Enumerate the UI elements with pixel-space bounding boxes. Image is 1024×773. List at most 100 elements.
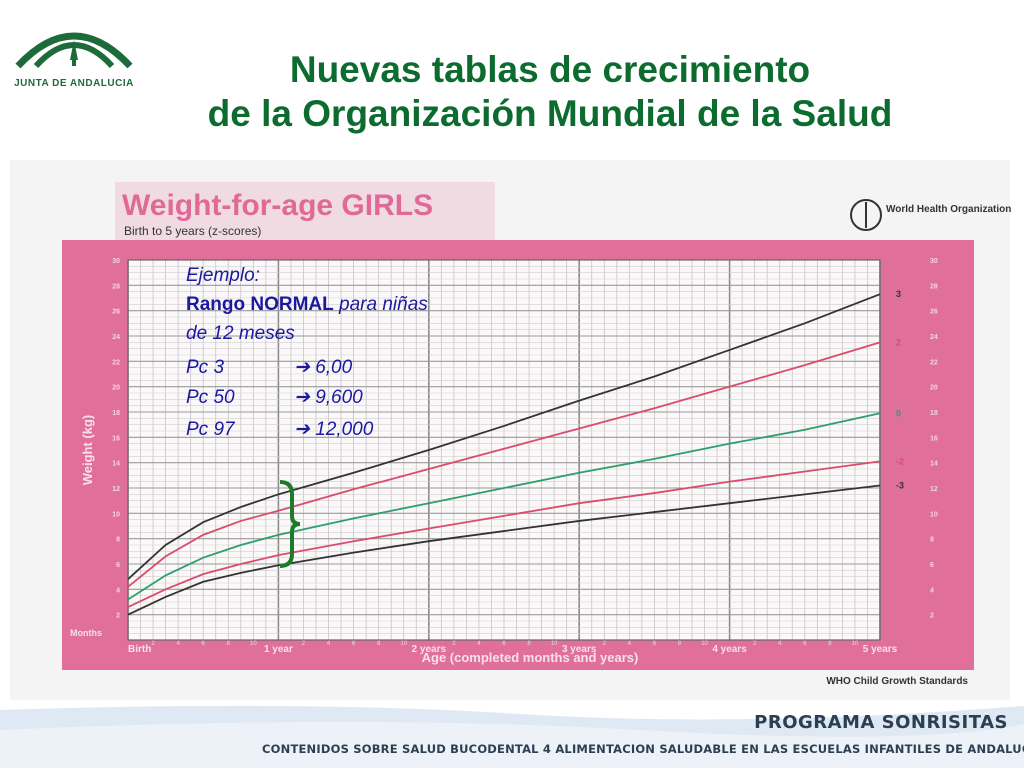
percentile-label: Pc 97 <box>186 419 235 440</box>
y-tick-label-right: 16 <box>930 435 938 442</box>
percentile-value: ➔ 9,600 <box>294 386 363 410</box>
chart-title: Weight-for-age GIRLS <box>122 189 433 222</box>
y-tick-label-right: 30 <box>930 258 938 265</box>
y-tick-label: 4 <box>116 587 120 594</box>
z-score-line-0 <box>127 412 881 601</box>
chart-source: WHO Child Growth Standards <box>826 676 968 687</box>
junta-logo: JUNTA DE ANDALUCIA <box>8 14 140 104</box>
x-minor-tick-label: 10 <box>701 641 708 647</box>
z-score-label: -3 <box>896 480 904 490</box>
x-major-tick-label: Birth <box>128 644 151 655</box>
x-major-tick-label: 3 years <box>562 644 597 655</box>
x-major-tick-label: 2 years <box>412 644 447 655</box>
title-line-2: de la Organización Mundial de la Salud <box>207 93 893 134</box>
z-score-line-3 <box>127 293 881 580</box>
y-tick-label-right: 28 <box>930 283 938 290</box>
z-score-label: 0 <box>896 408 901 418</box>
percentile-label: Pc 50 <box>186 387 235 408</box>
y-tick-label-right: 24 <box>930 334 938 341</box>
normal-range-label: Rango NORMAL <box>186 294 334 315</box>
z-score-lines <box>127 293 881 616</box>
y-tick-label-right: 26 <box>930 309 938 316</box>
footer-subtitle: CONTENIDOS SOBRE SALUD BUCODENTAL 4 ALIM… <box>262 742 1024 756</box>
x-minor-tick-label: 4 <box>327 641 331 647</box>
footer-wave <box>0 705 1024 768</box>
y-tick-label-right: 8 <box>930 537 934 544</box>
x-minor-tick-label: 4 <box>477 641 481 647</box>
percentile-number: 9,600 <box>315 387 363 408</box>
percentile-row-pc50: Pc 50 ➔ 9,600 <box>186 386 406 410</box>
z-score-line-2 <box>127 341 881 588</box>
x-minor-tick-label: 6 <box>653 641 657 647</box>
x-minor-tick-label: 8 <box>828 641 832 647</box>
x-minor-tick-label: 4 <box>628 641 632 647</box>
x-minor-tick-label: 2 <box>151 641 155 647</box>
percentile-number: 12,000 <box>315 419 374 440</box>
plot-border <box>127 259 881 641</box>
arrow-right-icon: ➔ <box>294 387 310 408</box>
who-name: World Health Organization <box>886 204 1011 215</box>
percentile-row-pc3: Pc 3 ➔ 6,00 <box>186 356 406 380</box>
x-minor-tick-label: 4 <box>778 641 782 647</box>
y-tick-label: 16 <box>112 435 120 442</box>
example-range-line: Rango NORMAL para niñas <box>186 293 428 317</box>
z-score-label: -2 <box>896 456 904 466</box>
z-score-label: 2 <box>896 337 901 347</box>
y-tick-label: 10 <box>112 511 120 518</box>
x-minor-tick-label: 2 <box>302 641 306 647</box>
z-score-label: 3 <box>896 289 901 299</box>
junta-logo-icon <box>15 32 133 69</box>
program-name: PROGRAMA SONRISITAS <box>754 712 1008 733</box>
y-axis-label: Weight (kg) <box>80 415 95 486</box>
y-tick-label-right: 12 <box>930 486 938 493</box>
x-minor-tick-label: 6 <box>202 641 206 647</box>
x-tick-labels: Birth 1 year 2 years 3 years 4 years 5 years 2… <box>128 641 898 655</box>
plot-grid <box>127 259 881 641</box>
title-line-1: Nuevas tablas de crecimiento <box>289 49 811 90</box>
percentile-label: Pc 3 <box>186 357 225 378</box>
arrow-right-icon: ➔ <box>294 357 310 378</box>
chart-title-band <box>115 182 495 240</box>
x-minor-tick-label: 4 <box>176 641 180 647</box>
y-tick-label-right: 2 <box>930 613 934 620</box>
x-minor-tick-label: 8 <box>678 641 682 647</box>
y-tick-label: 30 <box>112 258 120 265</box>
x-minor-tick-label: 10 <box>852 641 859 647</box>
chart-subtitle: Birth to 5 years (z-scores) <box>124 224 261 238</box>
y-tick-label-right: 20 <box>930 385 938 392</box>
y-tick-label: 8 <box>116 537 120 544</box>
z-score-line--2 <box>127 460 881 608</box>
x-minor-tick-label: 6 <box>502 641 506 647</box>
y-tick-label-right: 18 <box>930 410 938 417</box>
x-minor-tick-label: 2 <box>753 641 757 647</box>
percentile-value: ➔ 12,000 <box>294 418 373 442</box>
percentile-row-pc97: Pc 97 ➔ 12,000 <box>186 418 406 442</box>
x-major-tick-label: 5 years <box>863 644 898 655</box>
percentile-value: ➔ 6,00 <box>294 356 352 380</box>
x-major-tick-label: 4 years <box>712 644 747 655</box>
x-minor-tick-label: 6 <box>803 641 807 647</box>
x-minor-tick-label: 10 <box>551 641 558 647</box>
growth-chart: Weight-for-age GIRLS Birth to 5 years (z… <box>0 160 1024 700</box>
range-rest: para niñas <box>333 294 428 315</box>
x-minor-tick-label: 10 <box>400 641 407 647</box>
y-tick-label: 26 <box>112 309 120 316</box>
y-tick-label: 12 <box>112 486 120 493</box>
y-tick-label-right: 14 <box>930 461 938 468</box>
who-logo: World Health Organization <box>850 199 1011 231</box>
y-tick-label: 22 <box>112 359 120 366</box>
y-tick-label: 20 <box>112 385 120 392</box>
y-tick-label: 18 <box>112 410 120 417</box>
z-score-labels: 3 2 0 -2 -3 <box>896 289 904 490</box>
x-minor-tick-label: 8 <box>527 641 531 647</box>
page-title: Nuevas tablas de crecimiento de la Organ… <box>90 48 1010 136</box>
y-tick-label-right: 10 <box>930 511 938 518</box>
y-tick-label: 2 <box>116 613 120 620</box>
x-minor-tick-label: 10 <box>250 641 257 647</box>
y-tick-label: 6 <box>116 562 120 569</box>
who-emblem-icon <box>850 199 882 231</box>
normal-range-brace <box>279 480 301 568</box>
x-axis-label: Age (completed months and years) <box>422 650 639 665</box>
y-tick-label: 24 <box>112 334 120 341</box>
